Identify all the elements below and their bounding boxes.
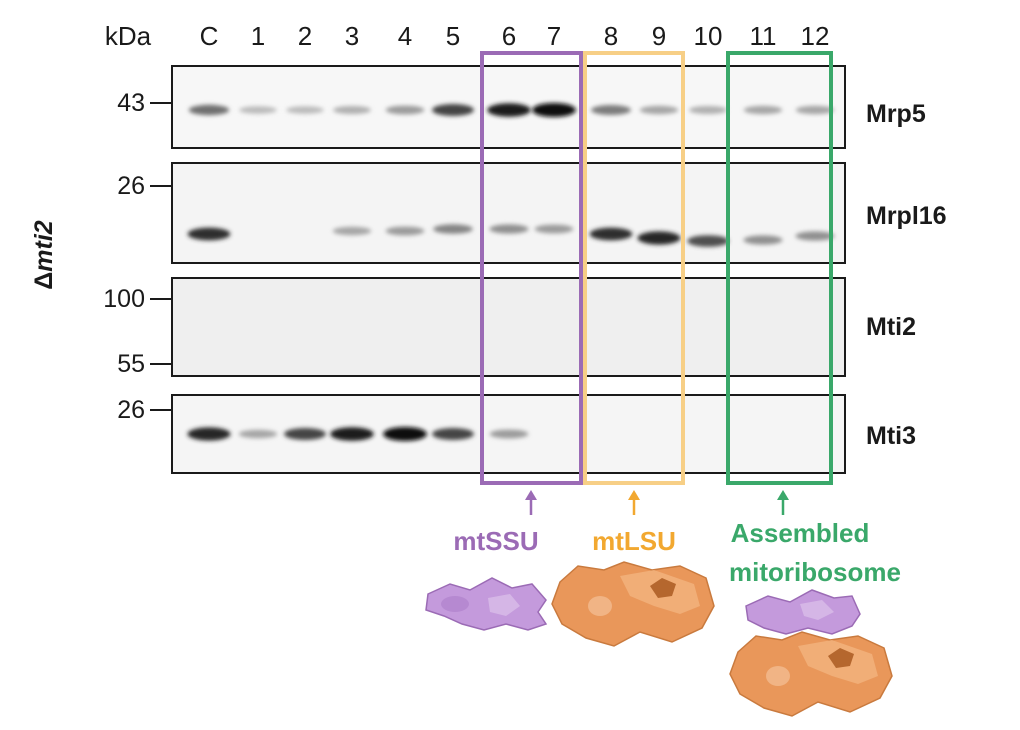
lane-label-2: 2 (298, 21, 312, 51)
mitoribosome-label-line2: mitoribosome (729, 557, 901, 587)
lane-label-8: 8 (604, 21, 618, 51)
mtlsu-label: mtLSU (592, 526, 676, 556)
mrp5-band-lane-9 (639, 105, 679, 115)
lane-label-7: 7 (547, 21, 561, 51)
protein-label-mrp5: Mrp5 (866, 100, 926, 128)
marker-43-mrp5: 43 (117, 89, 145, 117)
mrp5-band-lane-4 (385, 105, 425, 115)
mti3-band-lane-4 (383, 427, 427, 441)
assembled-mitoribosome-icon (729, 589, 893, 717)
mtssu-arrow (525, 490, 537, 515)
mrp5-band-lane-5 (432, 104, 474, 116)
mrpl16-band-lane-8 (589, 227, 633, 241)
mrp5-band-lane-7 (532, 103, 576, 117)
marker-26-mrpl16: 26 (117, 172, 145, 200)
mti3-band-lane-3 (330, 427, 374, 441)
mrpl16-bands (187, 224, 835, 247)
mti3-band-lane-C (187, 427, 231, 441)
mrpl16-band-lane-7 (534, 224, 574, 234)
mrp5-band-lane-8 (591, 105, 631, 115)
mti3-band-lane-6 (489, 429, 529, 439)
mti3-band-lane-5 (432, 428, 474, 440)
blot-panel-mti3 (171, 394, 846, 474)
mrpl16-band-lane-9 (637, 231, 681, 245)
mrpl16-band-lane-3 (332, 226, 372, 236)
mrpl16-band-lane-C (187, 227, 231, 241)
mrpl16-band-lane-11 (743, 235, 783, 245)
blot-panel-mrpl16 (171, 162, 846, 264)
mitoribosome-arrow (777, 490, 789, 515)
lane-label-5: 5 (446, 21, 460, 51)
kda-label: kDa (105, 21, 152, 51)
mrp5-band-lane-1 (239, 106, 277, 114)
lane-label-6: 6 (502, 21, 516, 51)
protein-label-mti3: Mti3 (866, 422, 916, 450)
lane-label-C: C (200, 21, 219, 51)
lane-label-4: 4 (398, 21, 412, 51)
large-subunit-icon (551, 561, 715, 647)
lane-label-10: 10 (694, 21, 723, 51)
mti3-bands (187, 427, 529, 441)
mrpl16-band-lane-12 (795, 231, 835, 241)
mrpl16-band-lane-10 (687, 235, 729, 247)
mtssu-label: mtSSU (453, 526, 538, 556)
mrp5-band-lane-C (188, 104, 230, 116)
mrp5-band-lane-11 (743, 105, 783, 115)
mitoribosome-label-line1: Assembled (731, 518, 870, 548)
marker-100-mti2: 100 (103, 285, 145, 313)
blot-panel-mrp5 (171, 65, 846, 149)
mrp5-band-lane-2 (286, 106, 324, 114)
mrpl16-band-lane-4 (385, 226, 425, 236)
mrpl16-band-lane-6 (489, 224, 529, 234)
mrp5-band-lane-3 (333, 106, 371, 114)
mtlsu-fraction-box (583, 51, 685, 485)
lane-label-1: 1 (251, 21, 265, 51)
blot-panel-mti2 (171, 277, 846, 377)
mrpl16-band-lane-5 (433, 224, 473, 234)
mtssu-fraction-box (480, 51, 583, 485)
mtlsu-arrow (628, 490, 640, 515)
small-subunit-icon (425, 577, 548, 631)
mrp5-band-lane-6 (487, 103, 531, 117)
mrp5-bands (188, 103, 835, 117)
lane-label-11: 11 (750, 21, 777, 51)
mti3-band-lane-1 (238, 429, 278, 439)
lane-label-9: 9 (652, 21, 666, 51)
marker-55-mti2: 55 (117, 350, 145, 378)
lane-labels: C 1 2 3 4 5 6 7 8 9 10 11 12 (200, 21, 830, 51)
lane-label-12: 12 (801, 21, 830, 51)
protein-label-mti2: Mti2 (866, 313, 916, 341)
marker-26-mti3: 26 (117, 396, 145, 424)
mrp5-band-lane-10 (689, 106, 727, 114)
protein-label-mrpl16: Mrpl16 (866, 202, 947, 230)
mti3-band-lane-2 (284, 428, 326, 440)
mrp5-band-lane-12 (795, 105, 835, 115)
mitoribosome-fraction-box (726, 51, 833, 485)
lane-label-3: 3 (345, 21, 359, 51)
strain-label: Δmti2 (30, 220, 58, 289)
